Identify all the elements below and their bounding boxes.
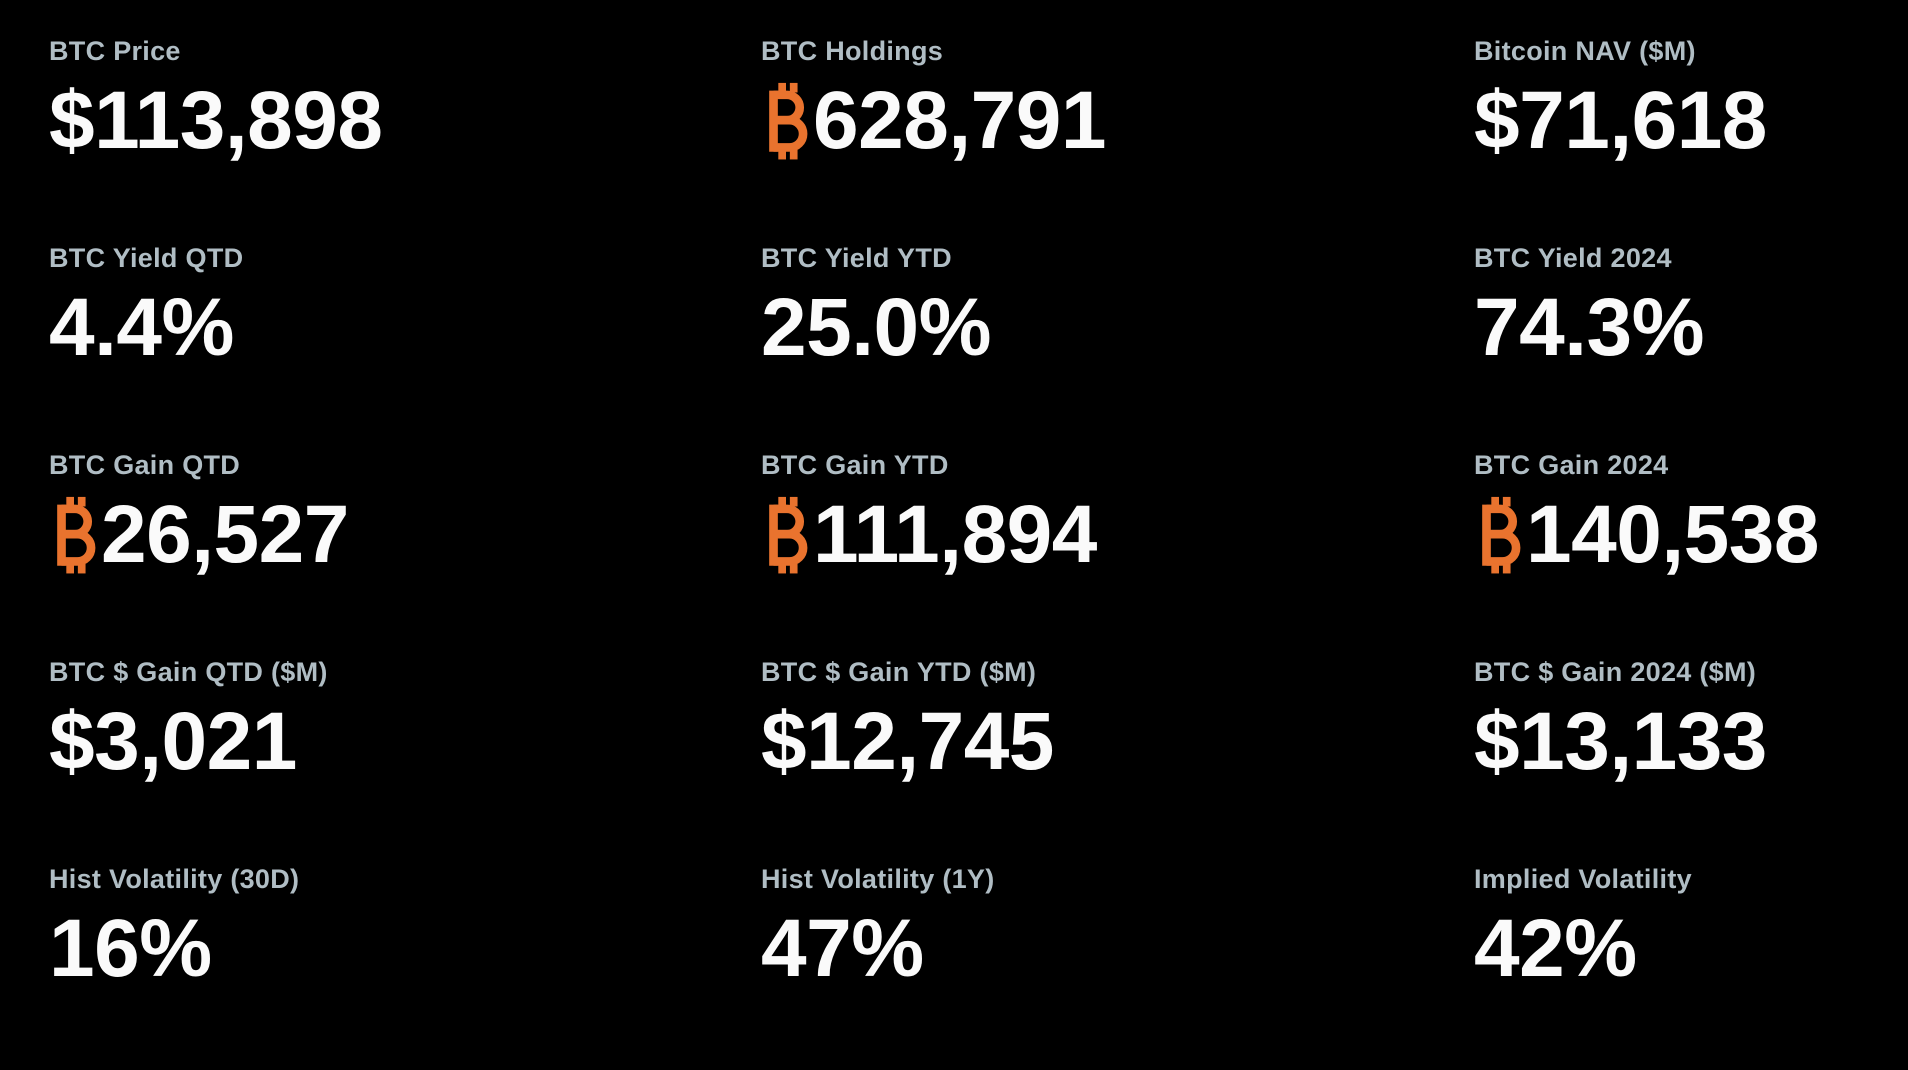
metric-label: BTC $ Gain QTD ($M) — [49, 657, 328, 687]
metric-tile-btc-gain-ytd: BTC Gain YTD 111,894 — [761, 449, 1474, 656]
metric-value: 111,894 — [761, 488, 1474, 580]
metric-label: BTC Gain QTD — [49, 450, 241, 480]
metric-label: Hist Volatility (30D) — [49, 864, 300, 894]
metric-tile-btc-dollar-gain-2024: BTC $ Gain 2024 ($M) $13,133 — [1474, 656, 1908, 863]
metric-value-text: $113,898 — [49, 74, 383, 166]
metric-tile-btc-yield-ytd: BTC Yield YTD 25.0% — [761, 242, 1474, 449]
metric-label: Bitcoin NAV ($M) — [1474, 36, 1696, 66]
metric-value-text: 74.3% — [1474, 281, 1705, 373]
metric-label: BTC Yield 2024 — [1474, 243, 1672, 273]
metric-tile-btc-price: BTC Price $113,898 — [49, 35, 761, 242]
metric-value: 47% — [761, 902, 1474, 994]
metric-tile-btc-yield-2024: BTC Yield 2024 74.3% — [1474, 242, 1908, 449]
metric-tile-btc-yield-qtd: BTC Yield QTD 4.4% — [49, 242, 761, 449]
metric-value-text: 4.4% — [49, 281, 234, 373]
metric-value-text: 26,527 — [101, 488, 349, 580]
metric-tile-bitcoin-nav: Bitcoin NAV ($M) $71,618 — [1474, 35, 1908, 242]
metric-tile-btc-dollar-gain-ytd: BTC $ Gain YTD ($M) $12,745 — [761, 656, 1474, 863]
metric-label: Hist Volatility (1Y) — [761, 864, 995, 894]
metric-tile-btc-gain-2024: BTC Gain 2024 140,538 — [1474, 449, 1908, 656]
metric-tile-implied-volatility: Implied Volatility 42% — [1474, 863, 1908, 1070]
metric-value-text: $13,133 — [1474, 695, 1767, 787]
metric-label: BTC $ Gain 2024 ($M) — [1474, 657, 1757, 687]
metric-label: BTC $ Gain YTD ($M) — [761, 657, 1037, 687]
metric-value: $113,898 — [49, 74, 761, 166]
metric-value-text: $12,745 — [761, 695, 1054, 787]
metric-label: BTC Gain 2024 — [1474, 450, 1669, 480]
metric-label: BTC Holdings — [761, 36, 944, 66]
metric-value: 25.0% — [761, 281, 1474, 373]
metric-value-text: 140,538 — [1526, 488, 1819, 580]
bitcoin-icon — [1482, 496, 1521, 574]
metric-value: 26,527 — [49, 488, 761, 580]
metric-tile-hist-volatility-1y: Hist Volatility (1Y) 47% — [761, 863, 1474, 1070]
metric-value: 42% — [1474, 902, 1908, 994]
metric-value-text: 16% — [49, 902, 212, 994]
metric-value: 16% — [49, 902, 761, 994]
metric-value: 628,791 — [761, 74, 1474, 166]
metric-value: 74.3% — [1474, 281, 1908, 373]
metric-value-text: 628,791 — [813, 74, 1106, 166]
metric-value-text: $71,618 — [1474, 74, 1767, 166]
metric-value: 4.4% — [49, 281, 761, 373]
metric-value: $12,745 — [761, 695, 1474, 787]
metric-label: Implied Volatility — [1474, 864, 1692, 894]
metric-value: $3,021 — [49, 695, 761, 787]
metric-label: BTC Price — [49, 36, 181, 66]
metric-value-text: 111,894 — [813, 488, 1097, 580]
metric-tile-btc-holdings: BTC Holdings 628,791 — [761, 35, 1474, 242]
metric-tile-hist-volatility-30d: Hist Volatility (30D) 16% — [49, 863, 761, 1070]
metric-tile-btc-dollar-gain-qtd: BTC $ Gain QTD ($M) $3,021 — [49, 656, 761, 863]
metric-value-text: 42% — [1474, 902, 1637, 994]
bitcoin-icon — [769, 496, 808, 574]
metric-label: BTC Yield QTD — [49, 243, 244, 273]
bitcoin-icon — [769, 82, 808, 160]
metric-value-text: 47% — [761, 902, 924, 994]
metric-value: 140,538 — [1474, 488, 1908, 580]
metric-value: $71,618 — [1474, 74, 1908, 166]
bitcoin-icon — [57, 496, 96, 574]
metric-value-text: $3,021 — [49, 695, 297, 787]
metric-tile-btc-gain-qtd: BTC Gain QTD 26,527 — [49, 449, 761, 656]
metric-value: $13,133 — [1474, 695, 1908, 787]
metric-label: BTC Gain YTD — [761, 450, 949, 480]
metric-label: BTC Yield YTD — [761, 243, 952, 273]
metric-value-text: 25.0% — [761, 281, 992, 373]
